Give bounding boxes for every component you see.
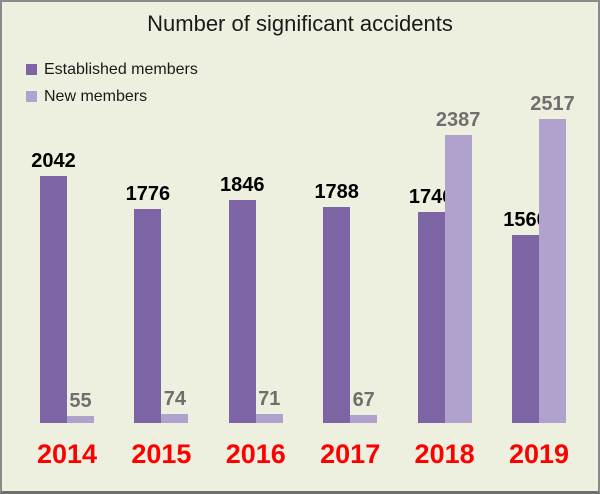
legend-item-new-members: New members	[26, 83, 198, 110]
category-label: 2014	[36, 439, 98, 469]
plot-area: 2042 55 1776 74 1846 71 1788 67 1746 2387 1560 2517	[2, 94, 598, 423]
category-label: 2019	[508, 439, 570, 469]
bar-new-members	[350, 414, 378, 423]
bar-established-members	[512, 234, 539, 423]
category-label: 2016	[225, 439, 286, 469]
bar-established-members	[417, 212, 445, 423]
legend-label-new: New members	[44, 87, 148, 105]
bar-new-members	[539, 119, 566, 423]
category-label: 2017	[320, 439, 381, 469]
bar-new-members	[255, 414, 283, 423]
value-label-new: 74	[163, 388, 187, 411]
legend: Established members New members	[26, 56, 198, 110]
bar-established-members	[40, 176, 67, 423]
value-label-new: 67	[352, 388, 375, 411]
value-label-established: 2042	[31, 150, 76, 173]
value-label-established: 1776	[125, 182, 171, 205]
value-label-new: 55	[69, 390, 92, 413]
category-label: 2018	[414, 439, 475, 469]
bar-established-members	[228, 200, 256, 423]
value-label-established: 1846	[220, 174, 265, 197]
value-label-established: 1746	[408, 186, 454, 209]
bar-established-members	[323, 207, 351, 423]
value-label-established: 1788	[314, 181, 359, 204]
category-label: 2015	[131, 439, 192, 469]
legend-item-established-members: Established members	[26, 56, 198, 83]
legend-label-established: Established members	[44, 60, 198, 78]
bar-new-members	[161, 414, 189, 423]
value-label-established: 1560	[503, 208, 548, 231]
value-label-new: 2517	[530, 93, 575, 115]
legend-swatch-established-icon	[26, 64, 37, 75]
bar-established-members	[134, 208, 162, 423]
bar-new-members	[444, 134, 472, 423]
bar-new-members	[67, 416, 94, 423]
value-label-new: 71	[258, 388, 281, 411]
legend-swatch-new-icon	[26, 91, 37, 102]
chart-title: Number of significant accidents	[147, 11, 453, 36]
value-label-new: 2387	[435, 108, 481, 131]
